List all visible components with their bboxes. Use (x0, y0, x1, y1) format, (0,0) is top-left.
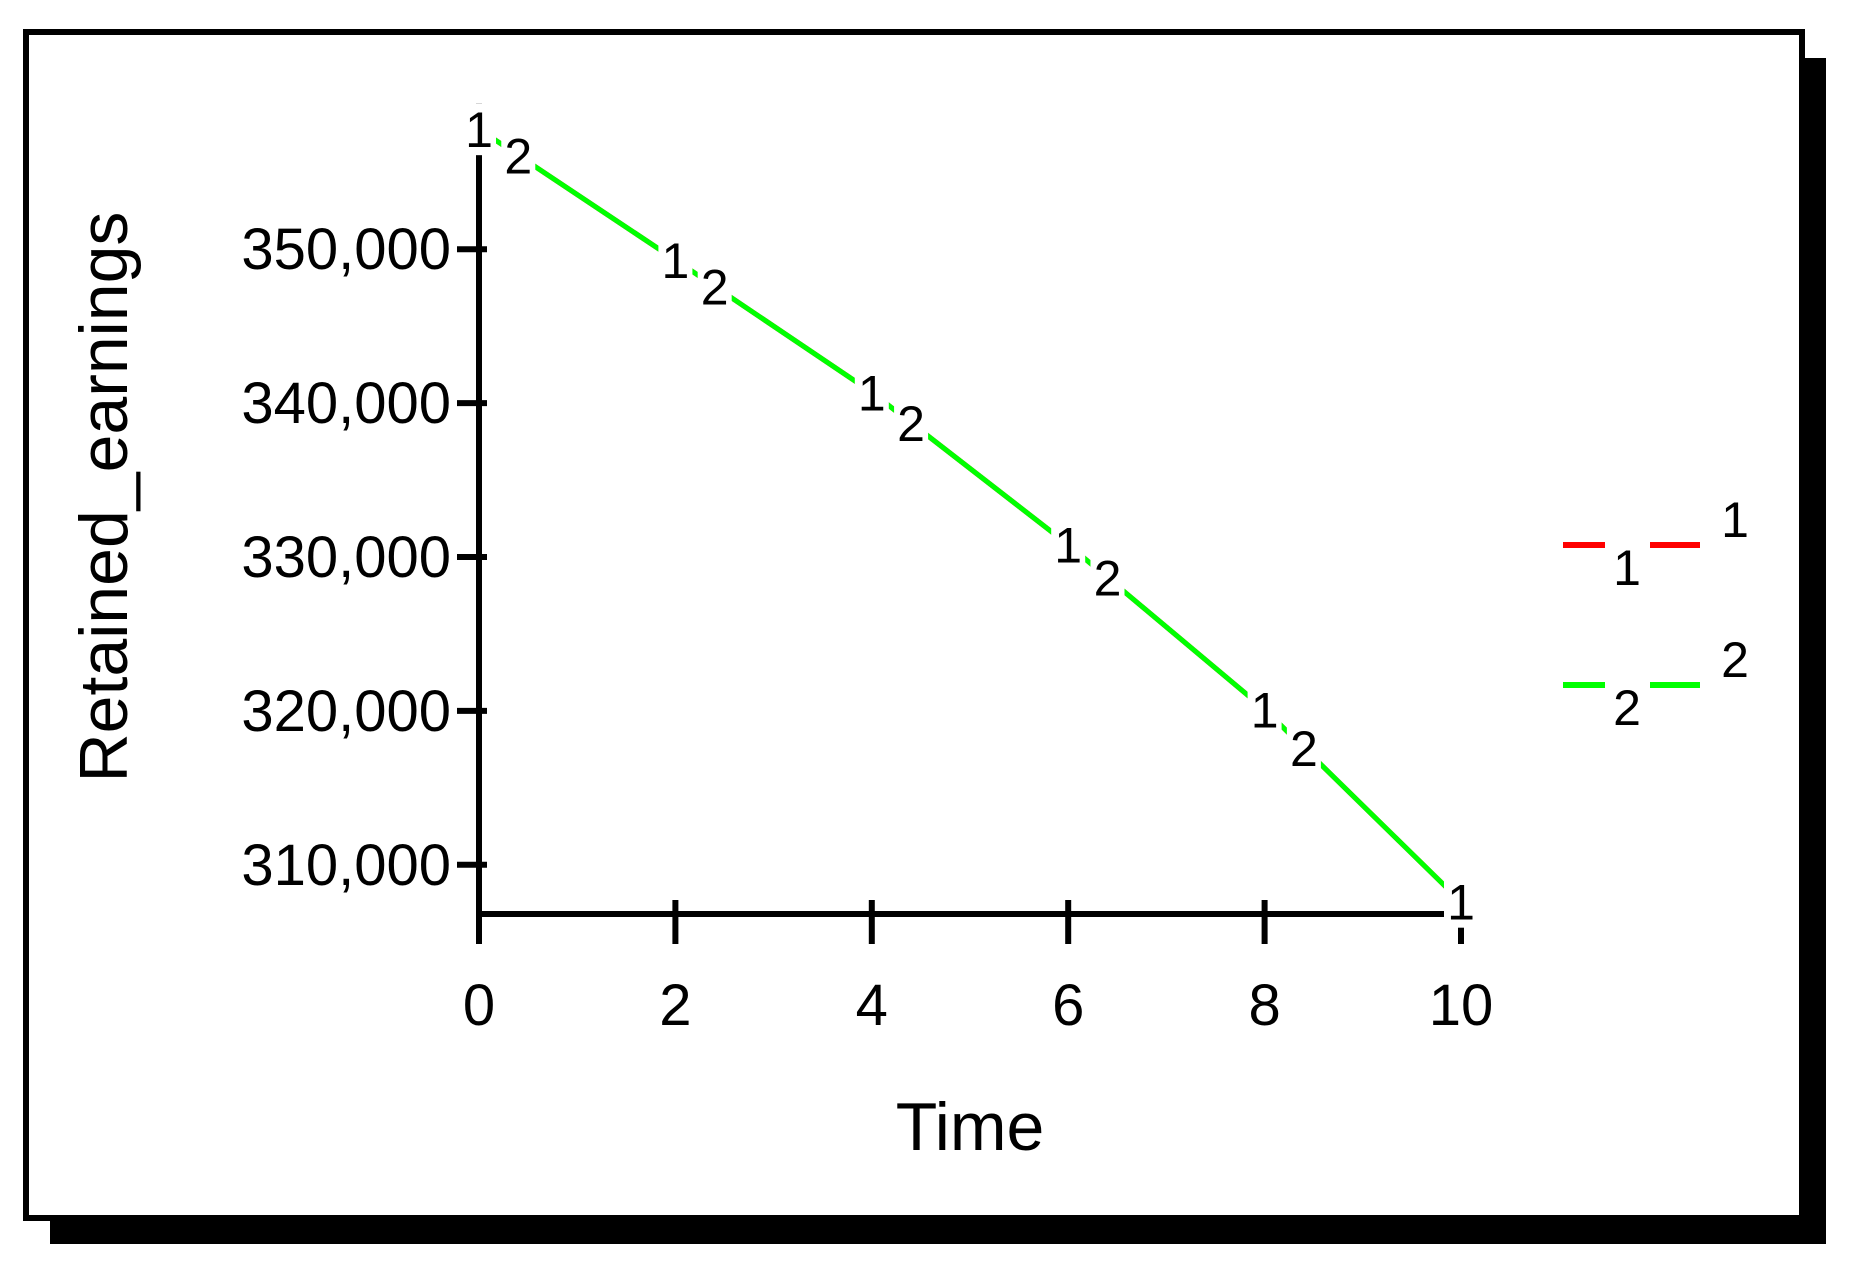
marker-knockout (1051, 518, 1086, 571)
marker-knockout (658, 233, 693, 286)
legend-marker-2: 2 (1613, 680, 1641, 736)
y-tick-label: 330,000 (241, 525, 451, 590)
series-2-marker: 2 (1094, 551, 1122, 607)
marker-knockout (854, 366, 889, 419)
x-tick-label: 2 (659, 973, 691, 1038)
series-1-marker: 1 (858, 365, 886, 421)
frame-panel (23, 29, 1805, 1221)
series-1-marker: 1 (1251, 682, 1279, 738)
marker-knockout (501, 129, 536, 182)
y-axis-title: Retained_earnings (66, 212, 142, 783)
x-tick-label: 6 (1052, 973, 1084, 1038)
series-1-marker: 1 (465, 102, 493, 158)
x-tick-label: 0 (463, 973, 495, 1038)
x-axis-ticks: 0 2 4 6 8 10 (463, 900, 1493, 1038)
series-2-marker: 2 (897, 396, 925, 452)
legend-label-2: 2 (1721, 632, 1749, 688)
marker-knockout (1247, 683, 1282, 736)
marker-knockout (462, 103, 496, 156)
y-tick-label: 320,000 (241, 679, 451, 744)
series-1-marker: 1 (661, 233, 689, 289)
series-2-marker: 2 (1290, 721, 1318, 777)
marker-knockout (1286, 721, 1321, 774)
marker-knockout (697, 260, 732, 313)
x-tick-label: 8 (1248, 973, 1280, 1038)
y-tick-label: 350,000 (241, 217, 451, 282)
marker-knockout (1444, 875, 1478, 928)
series-1-marker: 1 (1447, 875, 1475, 931)
series-2-marker: 2 (701, 259, 729, 315)
x-axis-title: Time (896, 1089, 1045, 1165)
x-tick-label: 10 (1429, 973, 1494, 1038)
y-tick-label: 340,000 (241, 371, 451, 436)
x-tick-label: 4 (856, 973, 888, 1038)
series-1-marker: 1 (1054, 518, 1082, 574)
legend: 1 1 2 2 (1563, 492, 1749, 736)
y-tick-label: 310,000 (241, 833, 451, 898)
marker-knockout (1090, 551, 1125, 604)
legend-label-1: 1 (1721, 492, 1749, 548)
series-2-marker: 2 (504, 128, 532, 184)
legend-marker-1: 1 (1613, 540, 1641, 596)
y-axis-ticks: 310,000 320,000 330,000 340,000 350,000 (241, 217, 487, 898)
marker-knockout (894, 396, 929, 449)
